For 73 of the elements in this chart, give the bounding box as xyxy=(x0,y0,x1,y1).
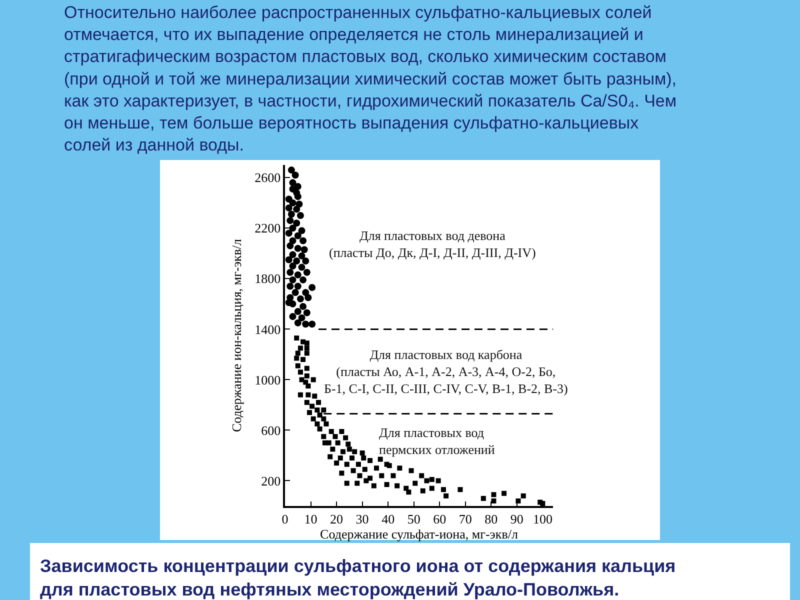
point xyxy=(293,220,300,227)
x-tick-label: 40 xyxy=(382,511,395,526)
x-tick-label: 100 xyxy=(532,511,552,526)
point xyxy=(285,204,292,212)
point xyxy=(304,294,312,302)
point xyxy=(300,237,307,244)
point xyxy=(289,179,296,186)
point xyxy=(308,284,316,292)
x-tick-label: 80 xyxy=(484,511,498,526)
x-tick-label: 30 xyxy=(356,511,369,526)
point xyxy=(296,212,304,220)
point xyxy=(294,271,302,278)
point xyxy=(308,320,316,328)
point xyxy=(289,262,296,270)
point xyxy=(286,217,294,224)
point xyxy=(298,314,306,322)
point xyxy=(298,264,306,271)
point xyxy=(292,289,299,296)
x-tick-label: 70 xyxy=(458,511,472,526)
x-tick-label: 20 xyxy=(330,511,344,526)
point xyxy=(289,199,296,206)
point xyxy=(289,251,296,258)
y-tick-label: 600 xyxy=(261,422,281,438)
point xyxy=(293,257,300,264)
point xyxy=(296,295,304,302)
point xyxy=(289,313,296,320)
point xyxy=(300,246,308,254)
point xyxy=(289,276,296,284)
point xyxy=(286,282,294,290)
point xyxy=(285,230,292,237)
point xyxy=(285,256,292,264)
y-tick-label: 1400 xyxy=(254,322,281,337)
x-axis-title: Содержание сульфат-иона, мг-экв/л xyxy=(320,526,518,542)
y-tick-label: 200 xyxy=(261,473,281,488)
y-tick-label: 2600 xyxy=(254,170,281,186)
point xyxy=(293,206,300,213)
point xyxy=(302,320,310,328)
point xyxy=(288,210,295,218)
y-tick-label: 1800 xyxy=(254,271,281,286)
y-tick-label: 2200 xyxy=(254,220,281,236)
y-axis-title: Содержание ион-кальция, мг-экв/л xyxy=(229,238,244,432)
point xyxy=(300,276,307,284)
point xyxy=(294,308,302,315)
point xyxy=(288,166,295,174)
point xyxy=(294,282,302,290)
point xyxy=(294,244,302,252)
point xyxy=(285,299,292,306)
point xyxy=(298,227,306,234)
point xyxy=(294,232,302,240)
x-tick-label: 0 xyxy=(282,511,288,526)
annotation: Для пластовых вод девона (пласты До, Дк, Д-I, Д-II, Д-III, Д-IV) xyxy=(329,228,536,260)
point xyxy=(286,268,294,276)
point xyxy=(303,309,310,316)
x-tick-label: 50 xyxy=(407,511,420,526)
text: Зависимость концентрации сульфатного иона от содержания кальция для пластовых вод нефтяных месторождений Урало-Поволжья. xyxy=(40,556,676,600)
point xyxy=(300,302,307,310)
point xyxy=(294,182,302,190)
point xyxy=(294,319,302,326)
x-tick-label: 90 xyxy=(510,511,524,526)
text: Относительно наиболее распространенных сульфатно-кальциевых солей отмечается, что их выпадение определяется не столь минерализацией и стратигафическим возрастом пластовых вод, сколько химическим составом (при одной и той же минерализации химический состав может быть разным), как это характеризует, в частности, гидрохимический показатель Ca/S0₄. Чем он меньше, тем больше вероятность выпадения сульфатно-кальциевых солей из данной воды. xyxy=(64,3,677,155)
y-tick-label: 1000 xyxy=(254,372,281,388)
annotation: Для пластовых вод пермских отложений xyxy=(379,425,495,457)
point xyxy=(289,224,296,232)
x-tick-label: 60 xyxy=(433,511,446,526)
annotation: Для пластовых вод карбона (пласты Ао, А-1, А-2, А-3, А-4, О-2, Бо, Б-1, С-I, С-II, С-III, С-IV, С-V, В-1, В-2, В-3) xyxy=(324,347,568,396)
point xyxy=(298,252,306,260)
point xyxy=(292,172,299,179)
point xyxy=(302,289,310,296)
point xyxy=(302,257,310,264)
point xyxy=(303,268,310,276)
point xyxy=(286,242,294,250)
x-tick-label: 10 xyxy=(304,511,318,526)
point xyxy=(294,193,302,200)
